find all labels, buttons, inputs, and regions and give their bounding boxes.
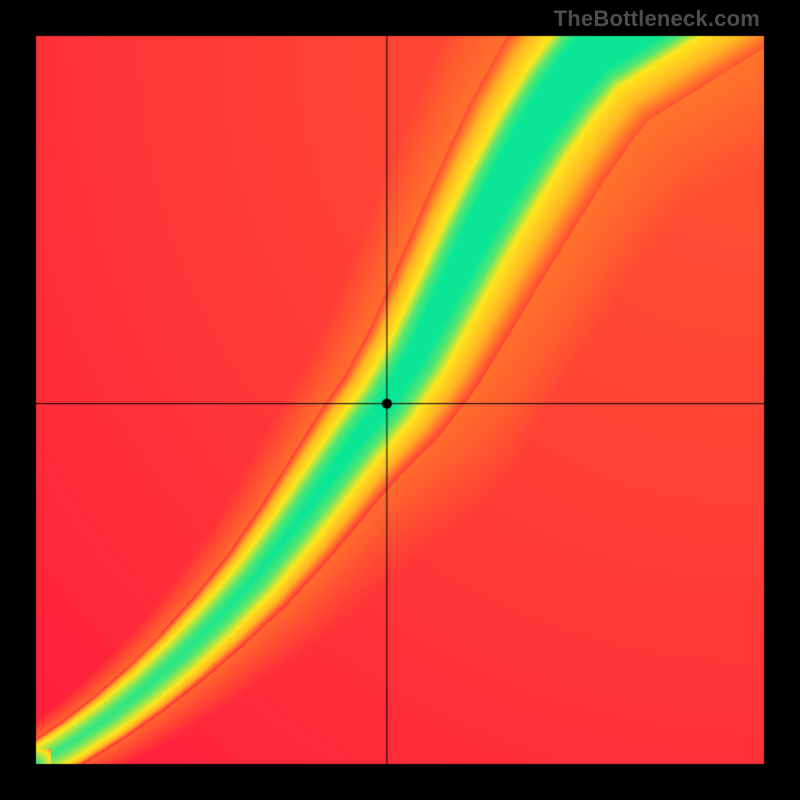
chart-container: TheBottleneck.com — [0, 0, 800, 800]
bottleneck-heatmap — [0, 0, 800, 800]
watermark-text: TheBottleneck.com — [554, 6, 760, 32]
